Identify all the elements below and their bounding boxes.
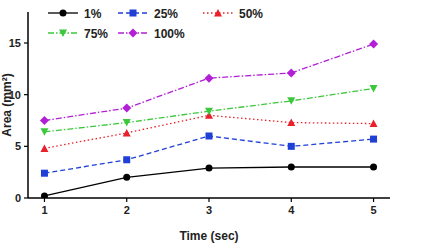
- data-point: [287, 119, 295, 127]
- legend-label: 50%: [239, 7, 263, 21]
- plot-area: [40, 40, 378, 198]
- data-point: [287, 68, 296, 77]
- x-tick-label: 1: [41, 204, 47, 216]
- legend-marker: [129, 29, 138, 38]
- legend-marker: [214, 9, 222, 17]
- x-tick: [126, 198, 127, 202]
- legend-label: 25%: [154, 7, 178, 21]
- y-tick: [24, 197, 28, 198]
- x-tick-label: 2: [124, 204, 130, 216]
- y-tick-label: 0: [15, 192, 21, 204]
- data-point: [370, 164, 377, 171]
- data-point: [370, 85, 378, 93]
- data-point: [206, 133, 213, 140]
- chart: 05101512345Time (sec)Area (mm²)1%25%50%7…: [0, 0, 430, 251]
- y-tick-label: 15: [9, 37, 21, 49]
- x-tick: [44, 198, 45, 202]
- data-point: [41, 170, 48, 177]
- data-point: [122, 104, 131, 113]
- x-tick: [291, 198, 292, 202]
- data-point: [205, 108, 213, 116]
- data-point: [40, 144, 48, 152]
- data-point: [287, 97, 295, 105]
- data-point: [123, 119, 131, 127]
- y-axis-label: Area (mm²): [0, 73, 14, 136]
- legend-marker: [59, 30, 67, 38]
- x-axis-label: Time (sec): [179, 229, 238, 243]
- data-point: [123, 156, 130, 163]
- legend-label: 1%: [84, 7, 102, 21]
- y-tick-label: 5: [15, 140, 21, 152]
- data-point: [369, 40, 378, 49]
- data-point: [123, 174, 130, 181]
- x-tick: [208, 198, 209, 202]
- legend-label: 75%: [84, 27, 108, 41]
- x-tick: [373, 198, 374, 202]
- x-tick-label: 5: [370, 204, 376, 216]
- data-point: [40, 116, 49, 125]
- legend-marker: [130, 10, 137, 17]
- x-tick-label: 3: [206, 204, 212, 216]
- data-point: [205, 74, 214, 83]
- legend-label: 100%: [154, 27, 185, 41]
- series-line: [44, 115, 373, 148]
- x-tick-label: 4: [288, 204, 295, 216]
- data-point: [41, 192, 48, 198]
- data-point: [123, 129, 131, 137]
- data-point: [40, 128, 48, 136]
- data-point: [288, 164, 295, 171]
- y-tick: [24, 94, 28, 95]
- data-point: [288, 143, 295, 150]
- y-tick: [24, 42, 28, 43]
- data-point: [370, 136, 377, 143]
- series-line: [44, 88, 373, 131]
- series-line: [44, 136, 373, 173]
- legend: 1% 25% 50% 75% 100%: [48, 7, 263, 41]
- legend-marker: [60, 10, 67, 17]
- data-point: [370, 120, 378, 128]
- y-tick: [24, 146, 28, 147]
- data-point: [206, 165, 213, 172]
- series-line: [44, 44, 373, 120]
- y-axis: [27, 12, 29, 198]
